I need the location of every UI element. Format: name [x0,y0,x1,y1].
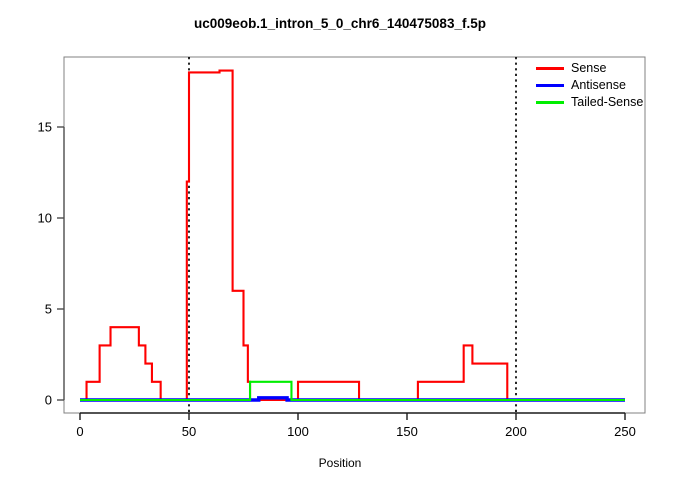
x-tick-label: 200 [505,424,527,439]
y-tick-label: 15 [37,119,52,135]
x-tick-label: 50 [181,424,197,439]
x-axis-title: Position [318,456,362,470]
legend-item: Antisense [536,77,660,94]
legend-label: Sense [571,61,607,76]
legend-color-swatch [536,67,564,70]
data-series-group [80,69,625,402]
axes-group [57,56,646,420]
x-tick-label: 150 [396,424,418,439]
series-line-tailed-sense [80,380,625,402]
legend-label: Tailed-Sense [571,95,644,110]
x-tick-label: 100 [287,424,309,439]
reference-lines-group [188,57,517,413]
legend-color-swatch [536,84,564,87]
y-tick-label: 10 [37,210,52,226]
legend-item: Tailed-Sense [536,94,660,111]
x-tick-label: 250 [614,424,636,439]
chart-legend: Sense Antisense Tailed-Sense [536,60,660,111]
legend-color-swatch [536,101,564,104]
x-tick-label: 0 [76,424,84,439]
chart-title: uc009eob.1_intron_5_0_chr6_140475083_f.5… [194,16,486,31]
series-line-sense [80,69,625,402]
legend-label: Antisense [571,78,626,93]
legend-item: Sense [536,60,660,77]
y-tick-label: 5 [44,301,52,317]
y-tick-label: 0 [44,392,52,408]
